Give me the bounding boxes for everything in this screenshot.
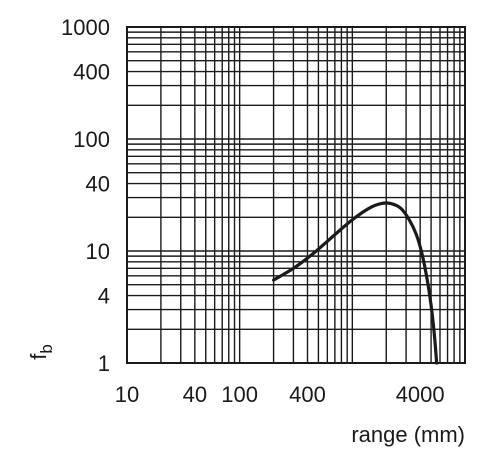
y-axis-label: fb (26, 344, 56, 360)
plot-frame (126, 26, 466, 364)
x-axis-label: range (mm) (351, 422, 465, 447)
x-tick-label: 40 (183, 382, 207, 407)
y-axis-label-main: f (26, 353, 51, 360)
x-tick-label: 4000 (396, 382, 445, 407)
series-line (271, 201, 439, 365)
y-tick-label: 400 (73, 60, 110, 85)
y-tick-label: 1000 (61, 15, 110, 40)
y-tick-label: 4 (98, 284, 110, 309)
x-tick-label: 400 (289, 382, 326, 407)
y-tick-label: 10 (86, 239, 110, 264)
x-tick-label: 10 (115, 382, 139, 407)
y-tick-labels: 1 4 10 40 100 400 1000 (61, 15, 110, 376)
x-tick-label: 100 (221, 382, 258, 407)
series-group (271, 201, 439, 365)
y-tick-label: 100 (73, 127, 110, 152)
y-axis-label-subscript: b (37, 344, 56, 353)
y-tick-label: 40 (86, 172, 110, 197)
y-tick-label: 1 (98, 351, 110, 376)
grid (127, 27, 465, 363)
x-tick-labels: 10 40 100 400 4000 (115, 382, 445, 407)
